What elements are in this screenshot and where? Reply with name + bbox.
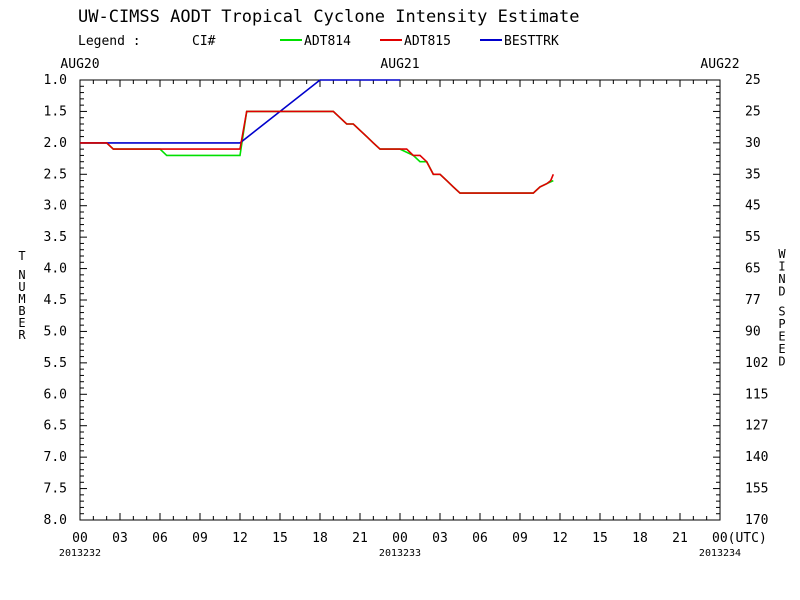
series-lines: [80, 79, 555, 194]
wind-tick-label: 155: [745, 482, 768, 497]
top-date-labels: AUG20 AUG21 AUG22: [60, 57, 739, 72]
wind-tick-label: 170: [745, 513, 768, 528]
legend-entry: ADT814: [304, 34, 351, 49]
x-tick-label: 00(UTC): [712, 531, 767, 546]
wind-tick-label: 140: [745, 450, 768, 465]
x-tick-label: 12: [232, 531, 248, 546]
time-tick-labels: 00 03 06 09 12 15 18 21 00 03 06 09 12 15 18 21 00(UTC): [72, 531, 767, 546]
y-tick-label: 5.5: [44, 356, 67, 371]
wind-tick-label: 25: [745, 73, 761, 88]
wind-tick-label: 77: [745, 293, 761, 308]
wind-tick-label: 55: [745, 230, 761, 245]
wind-tick-label: 102: [745, 356, 768, 371]
x-tick-label: 06: [152, 531, 168, 546]
x-tick-label: 06: [472, 531, 488, 546]
wind-tick-label: 127: [745, 419, 768, 434]
y-tick-label: 6.0: [44, 387, 67, 402]
chart-title: UW-CIMSS AODT Tropical Cyclone Intensity…: [78, 7, 580, 27]
x-tick-label: 03: [112, 531, 128, 546]
x-tick-label: 00: [72, 531, 88, 546]
series-line-adt815: [80, 110, 555, 194]
bottom-date-label: 2013233: [379, 548, 421, 559]
legend-entry: BESTTRK: [504, 34, 559, 49]
x-tick-label: 21: [352, 531, 368, 546]
x-tick-label: 18: [632, 531, 648, 546]
x-tick-label: 00: [392, 531, 408, 546]
x-tick-label: 09: [512, 531, 528, 546]
legend-ci-label: CI#: [192, 34, 216, 49]
y-tick-label: 1.0: [44, 73, 67, 88]
series-line-besttrk: [80, 79, 400, 144]
y-tick-label: 5.0: [44, 324, 67, 339]
y-tick-label: 4.0: [44, 262, 67, 277]
wind-tick-label: 65: [745, 262, 761, 277]
wind-speed-tick-labels: 25 25 30 35 45 55 65 77 90 102 115 127 140 155 170: [745, 73, 768, 528]
legend-label: Legend :: [78, 34, 141, 49]
y-tick-label: 1.5: [44, 104, 67, 119]
wind-tick-label: 30: [745, 136, 761, 151]
t-number-tick-labels: 1.0 1.5 2.0 2.5 3.0 3.5 4.0 4.5 5.0 5.5 6.0 6.5 7.0 7…: [44, 73, 67, 528]
y-tick-label: 8.0: [44, 513, 67, 528]
wind-tick-label: 45: [745, 199, 761, 214]
series-line-adt814: [80, 110, 554, 194]
y-tick-label: 3.0: [44, 199, 67, 214]
x-tick-label: 09: [192, 531, 208, 546]
x-tick-label: 03: [432, 531, 448, 546]
x-tick-label: 12: [552, 531, 568, 546]
minor-ticks: [79, 79, 721, 521]
wind-tick-label: 115: [745, 387, 768, 402]
top-date-label: AUG20: [60, 57, 99, 72]
x-tick-label: 15: [272, 531, 288, 546]
y-tick-label: 6.5: [44, 419, 67, 434]
wind-tick-label: 35: [745, 167, 761, 182]
top-date-label: AUG21: [380, 57, 419, 72]
bottom-date-label: 2013234: [699, 548, 741, 559]
top-date-label: AUG22: [700, 57, 739, 72]
wind-tick-label: 90: [745, 324, 761, 339]
y-tick-label: 3.5: [44, 230, 67, 245]
y-tick-label: 2.0: [44, 136, 67, 151]
bottom-date-labels: 2013232 2013233 2013234: [59, 548, 741, 559]
y-tick-label: 7.0: [44, 450, 67, 465]
x-tick-label: 18: [312, 531, 328, 546]
x-tick-label: 15: [592, 531, 608, 546]
y-tick-label: 7.5: [44, 482, 67, 497]
wind-tick-label: 25: [745, 104, 761, 119]
x-tick-label: 21: [672, 531, 688, 546]
y-tick-label: 2.5: [44, 167, 67, 182]
bottom-date-label: 2013232: [59, 548, 101, 559]
plot-frame: [79, 79, 721, 521]
legend-entry: ADT815: [404, 34, 451, 49]
y-tick-label: 4.5: [44, 293, 67, 308]
legend: ADT814 ADT815 BESTTRK: [280, 34, 559, 49]
